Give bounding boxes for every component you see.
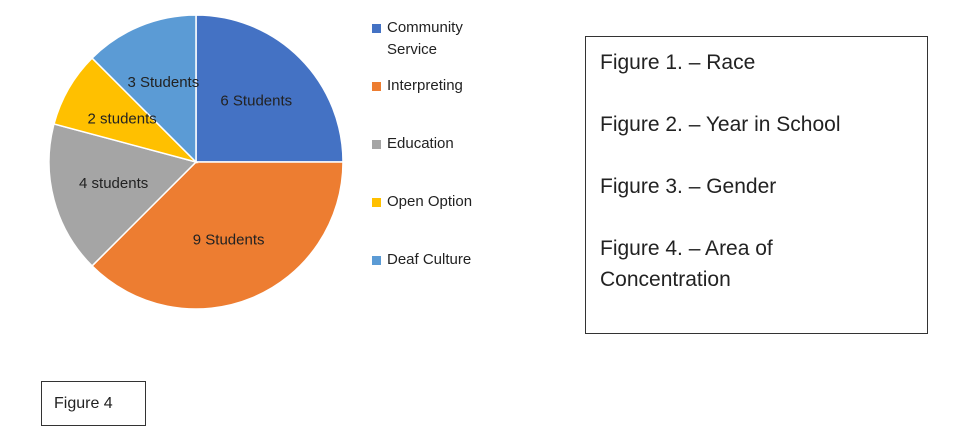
pie-slice (90, 161, 344, 310)
legend-swatch (372, 140, 381, 149)
legend-item: Interpreting (372, 75, 497, 97)
data-label: 6 Students (220, 93, 292, 110)
legend-swatch (372, 198, 381, 207)
caption: Figure 4 (41, 381, 146, 426)
data-label: 2 students (88, 110, 157, 127)
legend-item: Open Option (372, 191, 497, 213)
pie-chart: 6 Students 9 Students 4 students 2 students… (48, 14, 344, 310)
figure-entry: Figure 2. – Year in School (600, 113, 841, 136)
legend-label: Education (387, 135, 454, 152)
legend-label: Interpreting (387, 77, 463, 94)
legend-label: Deaf Culture (387, 251, 472, 268)
figure-entry: Figure 3. – Gender (600, 175, 777, 198)
data-label: 4 students (79, 175, 148, 192)
legend-swatch (372, 82, 381, 91)
legend-item: Community Service (372, 17, 497, 61)
figure-entry: Figure 4. – Area of Concentration (600, 237, 773, 291)
legend-swatch (372, 24, 381, 33)
legend-swatch (372, 256, 381, 265)
pie-slice (48, 123, 198, 268)
data-label: 3 Students (128, 74, 200, 91)
legend-item: Deaf Culture (372, 249, 497, 271)
figure-entry: Figure 1. – Race (600, 51, 756, 74)
pie-slice (195, 14, 344, 163)
legend-label: Open Option (387, 193, 473, 210)
figure-list: Figure 1. – Race Figure 2. – Year in Scho… (585, 36, 928, 334)
data-label: 9 Students (193, 232, 265, 249)
legend-item: Education (372, 133, 497, 155)
pie-slice (90, 14, 197, 164)
legend-label: Community Service (387, 19, 463, 58)
